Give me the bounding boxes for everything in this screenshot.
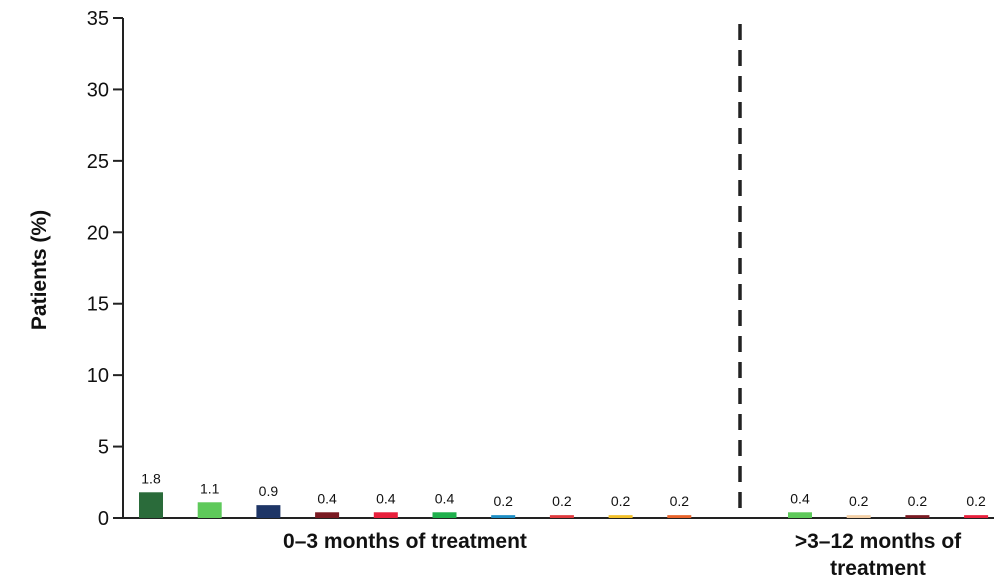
y-tick-label: 30 (87, 79, 109, 101)
bar-value-label: 0.4 (435, 490, 455, 506)
bar (432, 512, 457, 518)
bar (315, 512, 340, 518)
y-tick-label: 15 (87, 294, 109, 316)
bar (256, 505, 281, 518)
bar (197, 502, 222, 518)
bar (373, 512, 398, 518)
bar-value-label: 0.2 (849, 493, 869, 509)
bar-value-label: 0.9 (259, 483, 279, 499)
group-label: 0–3 months of treatment (283, 530, 527, 553)
bar (964, 515, 989, 518)
bar-value-label: 0.2 (966, 493, 986, 509)
bar-value-label: 0.4 (317, 490, 337, 506)
y-tick-label: 10 (87, 365, 109, 387)
bar-value-label: 0.2 (493, 493, 513, 509)
bar (608, 515, 633, 518)
bar-value-label: 0.2 (552, 493, 572, 509)
y-tick-label: 35 (87, 8, 109, 30)
value-labels-layer: 1.8 1.1 0.9 0.4 0.4 0.4 0.2 0.2 0.2 0.2 0.4 0.2 0.2 0… (141, 470, 986, 509)
y-axis-label: Patients (%) (28, 210, 51, 330)
y-tick-label: 20 (87, 222, 109, 244)
bar (491, 515, 516, 518)
bar (139, 492, 163, 518)
bar (549, 515, 574, 518)
bars-layer (139, 24, 989, 518)
bar (846, 515, 871, 518)
y-tick-label: 25 (87, 151, 109, 173)
y-tick-label: 0 (98, 508, 109, 530)
bar-value-label: 0.2 (670, 493, 690, 509)
bar (667, 515, 692, 518)
bar-value-label: 0.4 (376, 490, 396, 506)
bar-value-label: 1.1 (200, 480, 220, 496)
bar-value-label: 1.8 (141, 470, 161, 486)
bar-value-label: 0.4 (790, 490, 810, 506)
group-label-line: treatment (830, 557, 926, 580)
bar-value-label: 0.2 (908, 493, 928, 509)
y-axis: 0 5 10 15 20 25 30 35 (87, 8, 994, 530)
bar (905, 515, 930, 518)
group-labels-layer: 0–3 months of treatment >3–12 months of tr… (283, 530, 962, 580)
group-label-line: >3–12 months of (795, 530, 962, 553)
y-tick-label: 5 (98, 437, 109, 459)
bar (788, 512, 812, 518)
bar-value-label: 0.2 (611, 493, 631, 509)
